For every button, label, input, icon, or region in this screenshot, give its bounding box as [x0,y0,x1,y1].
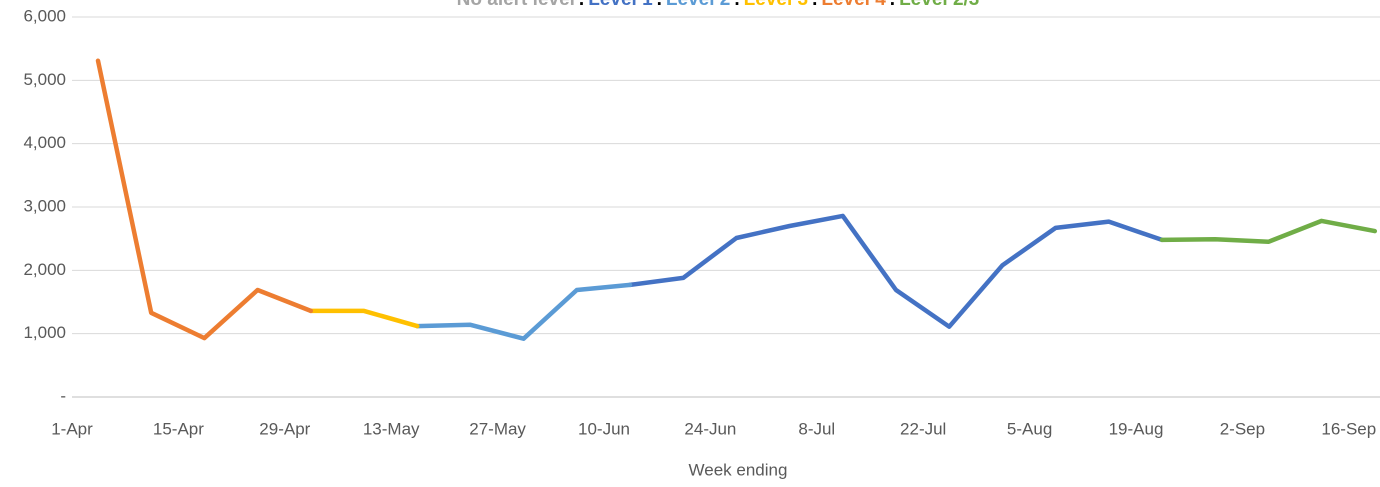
y-tick-label: 1,000 [23,323,66,342]
y-tick-label: - [60,386,66,405]
chart-title: No alert level. Level 1. Level 2. Level 3. L… [457,0,980,10]
y-tick-label: 4,000 [23,133,66,152]
x-tick-label: 24-Jun [684,419,736,438]
x-tick-label: 1-Apr [51,419,93,438]
legend-separator: . [579,0,584,10]
series-line [95,58,314,341]
x-tick-label: 16-Sep [1321,419,1376,438]
series-line [414,282,633,341]
x-tick-label: 10-Jun [578,419,630,438]
legend-separator: . [657,0,662,10]
legend-entry: Level 3 [744,0,808,10]
x-tick-label: 15-Apr [153,419,204,438]
x-tick-label: 19-Aug [1109,419,1164,438]
x-tick-label: 13-May [363,419,420,438]
x-tick-label: 5-Aug [1007,419,1052,438]
x-tick-label: 2-Sep [1220,419,1265,438]
x-tick-label: 8-Jul [798,419,835,438]
y-tick-label: 3,000 [23,196,66,215]
legend-entry: Level 1 [588,0,653,10]
series-line [308,308,420,329]
legend-entry: No alert level [457,0,575,10]
legend-separator: . [734,0,739,10]
legend-entry: Level 2/3 [899,0,979,10]
x-axis-title: Week ending [689,460,788,479]
y-tick-label: 2,000 [23,260,66,279]
legend-separator: . [812,0,817,10]
x-tick-label: 22-Jul [900,419,946,438]
x-tick-label: 27-May [469,419,526,438]
legend-separator: . [890,0,895,10]
series-line [627,213,1165,329]
legend-entry: Level 2 [666,0,730,10]
y-tick-label: 6,000 [23,6,66,25]
legend-entry: Level 4 [821,0,886,10]
x-tick-label: 29-Apr [259,419,310,438]
y-tick-label: 5,000 [23,70,66,89]
series-line [1159,218,1378,245]
